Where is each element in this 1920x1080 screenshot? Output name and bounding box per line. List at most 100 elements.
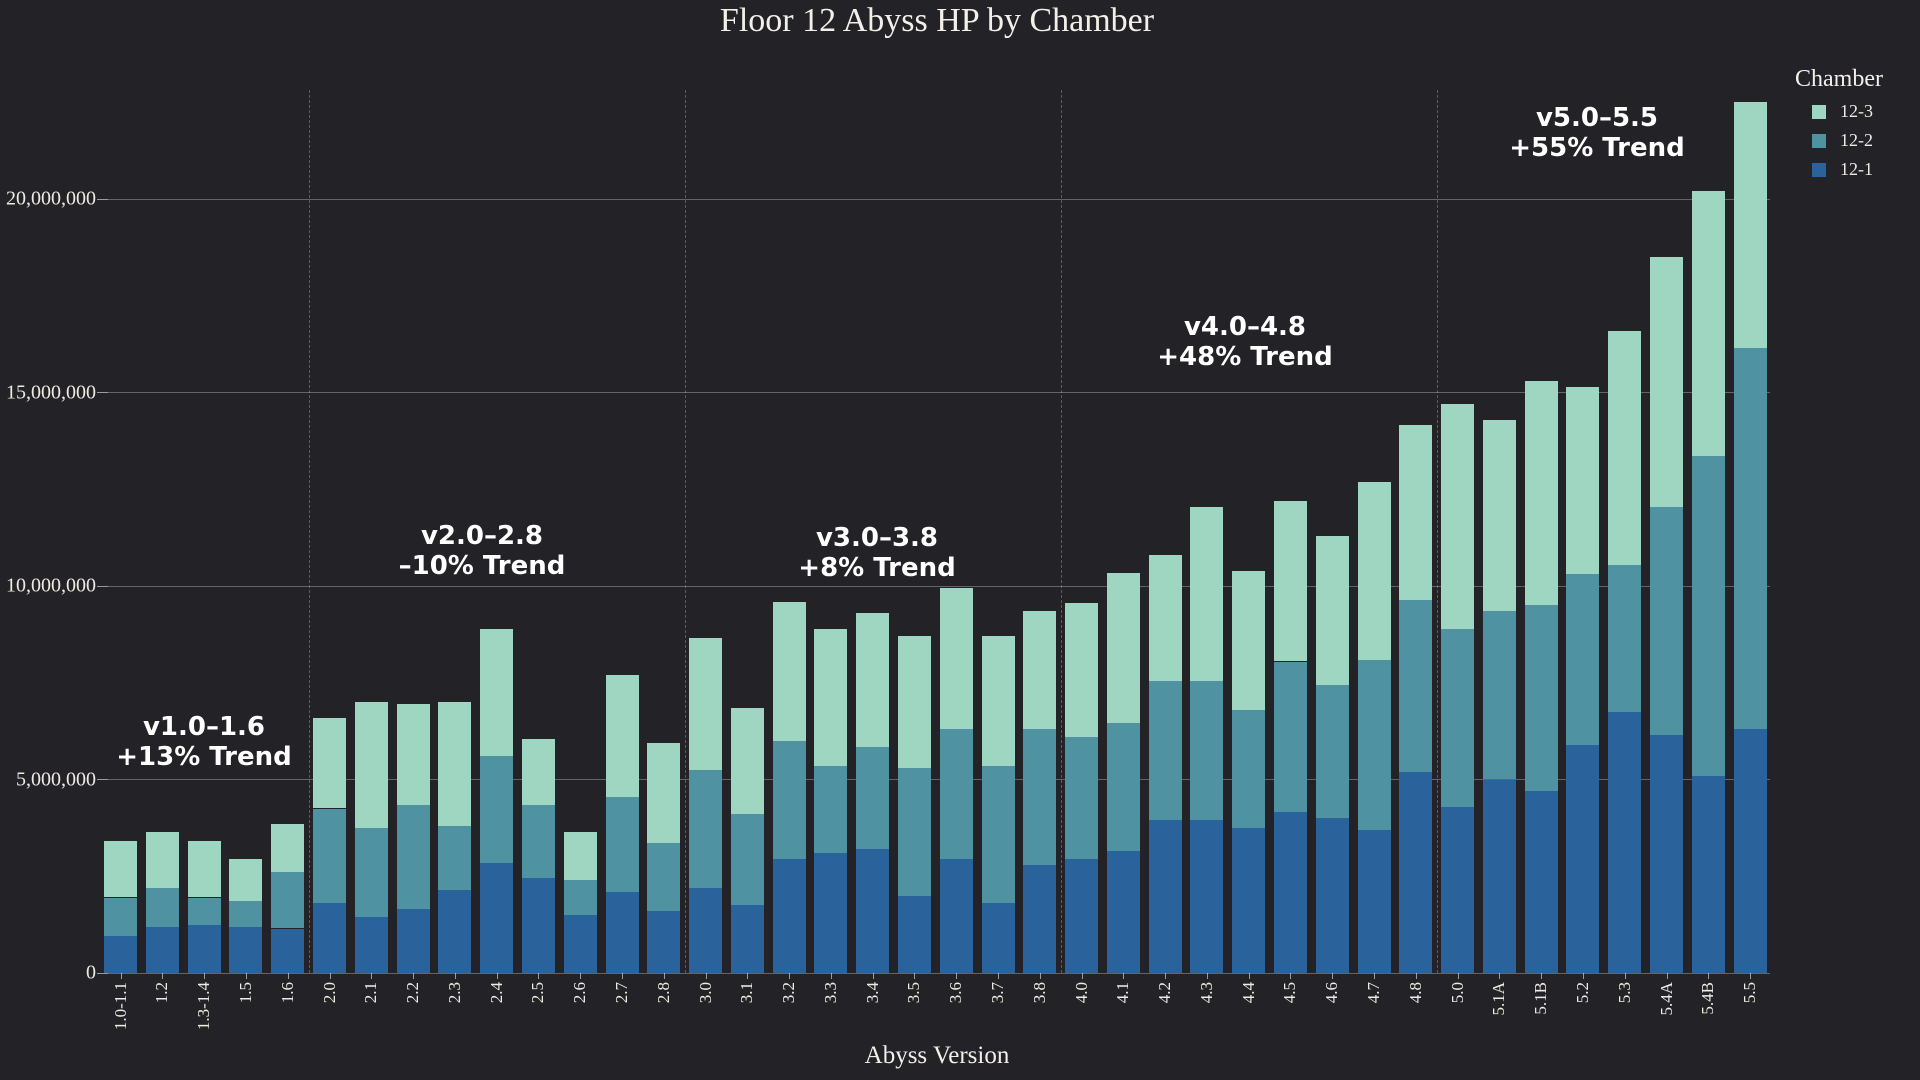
x-tick [1708, 973, 1710, 979]
bar-3.5-chamber-12-3 [897, 636, 931, 768]
bar-2.5-chamber-12-1 [521, 878, 555, 973]
x-tick [872, 973, 874, 979]
bar-5.5-chamber-12-3 [1733, 102, 1767, 348]
x-tick-label: 3.7 [988, 982, 1007, 1004]
x-tick [1415, 973, 1417, 979]
bar-3.6-chamber-12-1 [939, 858, 973, 973]
bar-3.0-chamber-12-3 [689, 638, 722, 770]
bar-4.7-chamber-12-2 [1357, 659, 1391, 830]
bar-2.4-chamber-12-1 [480, 862, 514, 973]
bar-5.1B-chamber-12-3 [1524, 380, 1558, 606]
bar-4.0-chamber-12-2 [1065, 736, 1098, 859]
bar-4.5-chamber-12-1 [1273, 812, 1307, 973]
bar-4.1-chamber-12-3 [1106, 572, 1140, 724]
bar-1.6-chamber-12-2 [271, 872, 305, 929]
trend-annotation: v3.0–3.8 +8% Trend [798, 523, 955, 583]
trend-annotation-range: v2.0–2.8 [420, 521, 544, 551]
trend-annotation: v5.0–5.5 +55% Trend [1509, 103, 1685, 163]
trend-annotation-value: +55% Trend [1509, 133, 1685, 163]
bar-5.5-chamber-12-1 [1733, 729, 1767, 973]
y-tick-label: 10,000,000 [6, 574, 96, 597]
x-tick [162, 973, 164, 979]
bar-5.4B-chamber-12-3 [1691, 191, 1725, 457]
legend-item-label: 12-1 [1840, 159, 1873, 179]
bar-4.4-chamber-12-3 [1232, 570, 1266, 710]
bar-3.2-chamber-12-3 [772, 601, 806, 741]
bar-2.5-chamber-12-3 [521, 738, 555, 805]
bar-4.6-chamber-12-3 [1315, 535, 1349, 685]
bar-2.2-chamber-12-2 [396, 804, 430, 910]
bar-3.7-chamber-12-1 [981, 903, 1015, 973]
y-tick [97, 585, 108, 587]
version-separator [308, 90, 310, 973]
bar-1.3-1.4-chamber-12-2 [187, 897, 221, 925]
x-tick-label: 4.1 [1113, 982, 1133, 1004]
x-tick-label: 5.4A [1656, 982, 1676, 1016]
bar-5.2-chamber-12-3 [1566, 386, 1600, 575]
bar-5.1A-chamber-12-2 [1482, 611, 1516, 780]
bar-4.5-chamber-12-3 [1273, 500, 1307, 662]
bar-1.2-chamber-12-3 [145, 831, 179, 888]
x-tick [204, 973, 206, 979]
legend-item-label: 12-3 [1840, 101, 1873, 121]
bar-2.2-chamber-12-1 [396, 909, 430, 973]
y-gridline [108, 392, 1770, 393]
x-tick [1248, 973, 1250, 979]
x-tick [747, 973, 749, 979]
x-tick-label: 3.1 [737, 982, 757, 1004]
bar-4.0-chamber-12-3 [1065, 603, 1098, 737]
x-tick [287, 973, 289, 979]
x-tick-label: 3.5 [904, 982, 924, 1004]
bar-4.0-chamber-12-1 [1065, 858, 1098, 973]
bar-3.2-chamber-12-2 [772, 740, 806, 859]
x-axis-title: Abyss Version [864, 1042, 1010, 1069]
bar-1.5-chamber-12-3 [229, 858, 263, 902]
x-tick [538, 973, 540, 979]
bar-5.1A-chamber-12-3 [1482, 419, 1516, 612]
bar-3.4-chamber-12-2 [856, 746, 890, 850]
x-tick [1123, 973, 1125, 979]
bar-3.3-chamber-12-3 [814, 628, 848, 766]
bar-5.2-chamber-12-2 [1566, 574, 1600, 745]
x-tick [454, 973, 456, 979]
y-tick-label: 15,000,000 [6, 381, 96, 403]
x-tick [1666, 973, 1668, 979]
x-tick [705, 973, 707, 979]
bar-4.3-chamber-12-3 [1190, 506, 1224, 681]
bar-1.3-1.4-chamber-12-3 [187, 841, 221, 898]
bar-3.7-chamber-12-2 [981, 766, 1015, 904]
x-tick [1332, 973, 1334, 979]
bar-4.3-chamber-12-2 [1190, 680, 1224, 821]
chart-title: Floor 12 Abyss HP by Chamber [719, 2, 1155, 39]
y-tick [97, 198, 108, 200]
bar-3.1-chamber-12-3 [730, 707, 764, 815]
legend-swatch-icon [1812, 162, 1826, 177]
x-tick [329, 973, 331, 979]
bar-4.4-chamber-12-2 [1232, 709, 1266, 828]
bar-1.2-chamber-12-1 [145, 926, 179, 973]
x-tick-label: 2.0 [319, 982, 339, 1004]
bar-2.7-chamber-12-2 [605, 796, 639, 892]
bar-2.2-chamber-12-3 [396, 704, 430, 805]
x-tick-label: 4.8 [1405, 982, 1425, 1004]
y-gridline [108, 779, 1770, 780]
x-tick [1624, 973, 1626, 979]
x-tick-label: 5.0 [1447, 982, 1467, 1004]
bar-4.8-chamber-12-2 [1399, 599, 1433, 772]
version-separator [684, 90, 686, 973]
y-gridline [108, 972, 1770, 974]
x-tick [413, 973, 415, 979]
bar-2.7-chamber-12-3 [605, 675, 639, 797]
x-tick-label: 4.2 [1155, 982, 1175, 1004]
y-tick [97, 779, 108, 780]
x-tick-label: 3.6 [946, 982, 966, 1004]
y-gridline [108, 585, 1770, 587]
bar-5.0-chamber-12-2 [1441, 628, 1475, 807]
bar-3.3-chamber-12-1 [814, 853, 848, 973]
x-tick-label: 1.6 [277, 982, 297, 1004]
bar-5.1B-chamber-12-2 [1524, 605, 1558, 792]
version-separator [1436, 90, 1438, 973]
bar-5.4B-chamber-12-2 [1691, 456, 1725, 776]
x-tick [789, 973, 791, 979]
legend-swatch-icon [1812, 104, 1826, 119]
